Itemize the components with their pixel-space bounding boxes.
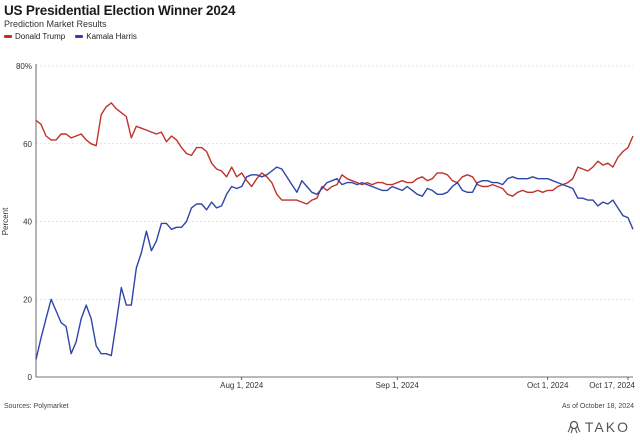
y-tick-label: 80%	[16, 62, 32, 71]
x-tick-label: Aug 1, 2024	[220, 381, 264, 390]
x-tick-label: Oct 1, 2024	[527, 381, 569, 390]
legend-swatch-trump	[4, 35, 12, 38]
legend-swatch-harris	[75, 35, 84, 38]
chart-subtitle: Prediction Market Results	[4, 19, 107, 29]
x-tick-label: Sep 1, 2024	[376, 381, 420, 390]
legend-label-trump: Donald Trump	[15, 32, 66, 41]
y-tick-label: 60	[23, 140, 32, 149]
legend-label-harris: Kamala Harris	[86, 32, 137, 41]
octopus-icon	[567, 420, 581, 434]
harris-series-line	[35, 166, 634, 360]
y-tick-label: 0	[28, 373, 33, 382]
brand-name: TAKO	[584, 419, 630, 435]
chart-title: US Presidential Election Winner 2024	[4, 3, 236, 18]
legend-item-harris: Kamala Harris	[75, 32, 137, 41]
y-tick-label: 20	[23, 295, 32, 304]
as-of-note: As of October 18, 2024	[562, 403, 634, 410]
source-note: Sources: Polymarket	[4, 403, 69, 410]
y-axis-label: Percent	[1, 207, 10, 235]
legend-item-trump: Donald Trump	[4, 32, 65, 41]
brand-logo: TAKO	[567, 419, 630, 435]
y-tick-label: 40	[23, 218, 32, 227]
trump-series-line	[35, 102, 634, 205]
legend: Donald Trump Kamala Harris	[4, 32, 137, 41]
x-tick-label: Oct 17, 2024	[589, 381, 635, 390]
